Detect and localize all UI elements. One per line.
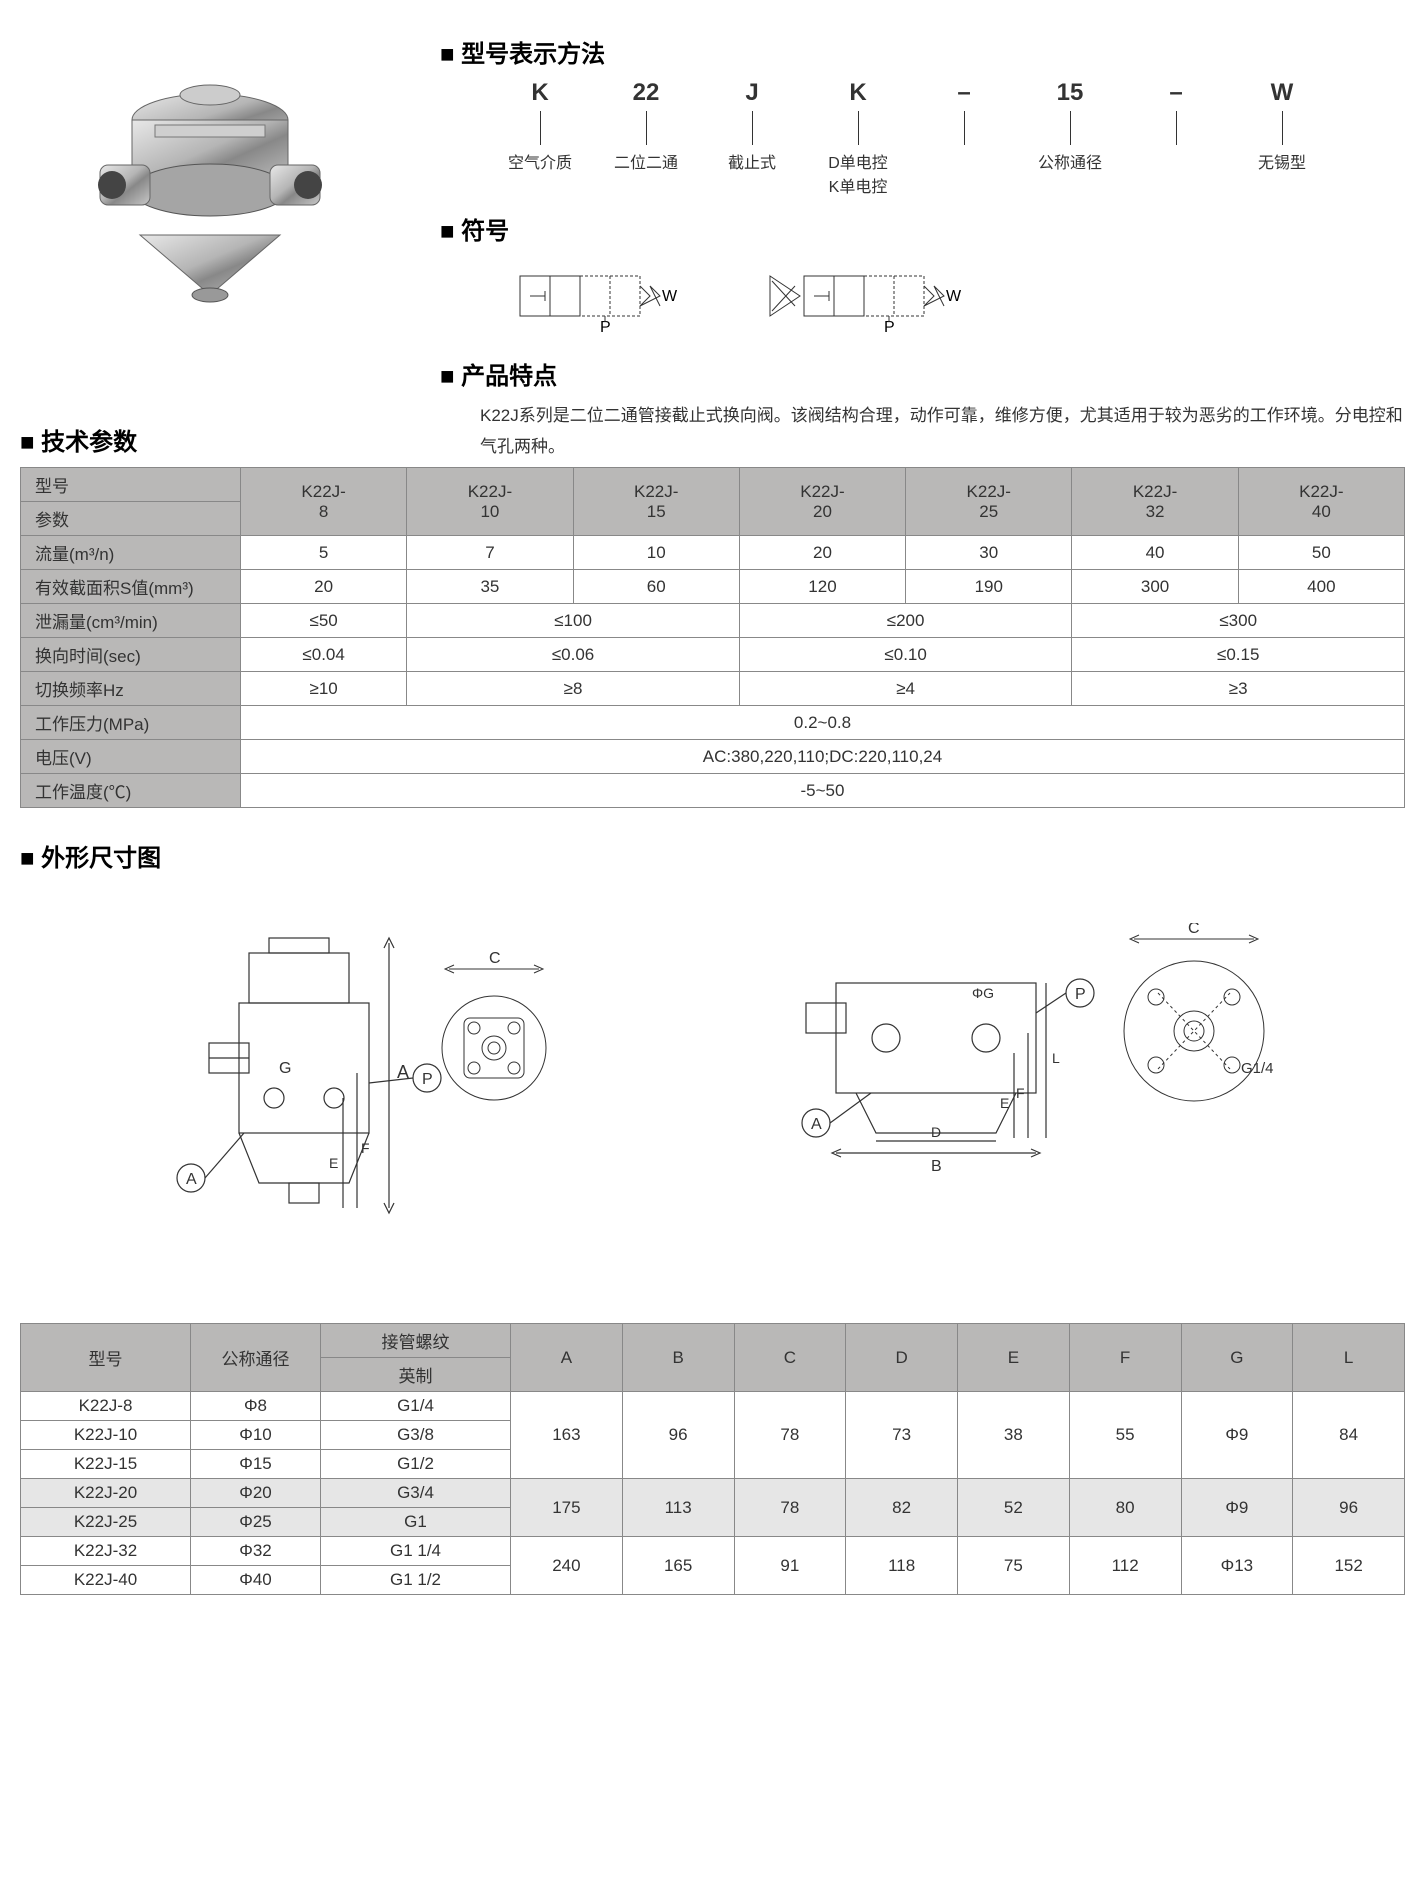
- section-feature: 产品特点: [440, 356, 1405, 391]
- dim-table: 型号公称通径接管螺纹ABCDEFGL英制K22J-8Φ8G1/416396787…: [20, 1323, 1405, 1595]
- svg-text:L: L: [1052, 1050, 1060, 1066]
- svg-text:ΦG: ΦG: [972, 985, 994, 1001]
- svg-text:G1/4: G1/4: [1241, 1060, 1274, 1077]
- model-code-desc: 公称通径: [1030, 149, 1110, 173]
- product-photo: [20, 20, 400, 340]
- svg-text:A: A: [186, 1171, 197, 1188]
- svg-text:B: B: [931, 1158, 942, 1175]
- model-code-char: 15: [1030, 79, 1110, 107]
- model-code-char: J: [712, 79, 792, 107]
- svg-text:F: F: [361, 1140, 370, 1156]
- svg-text:F: F: [1016, 1085, 1025, 1101]
- model-code-char: K: [500, 79, 580, 107]
- svg-text:W: W: [946, 288, 962, 305]
- svg-text:A: A: [811, 1116, 822, 1133]
- model-code-char: K: [818, 79, 898, 107]
- svg-text:W: W: [662, 288, 678, 305]
- section-dims: 外形尺寸图: [20, 838, 1405, 873]
- model-code-char: –: [1136, 79, 1216, 107]
- section-model-method: 型号表示方法: [440, 34, 1405, 69]
- model-code-char: W: [1242, 79, 1322, 107]
- svg-text:C: C: [489, 950, 501, 967]
- dimension-drawings: A A P G F E C B D A: [20, 923, 1405, 1253]
- svg-text:G: G: [279, 1060, 291, 1077]
- svg-text:C: C: [1188, 923, 1200, 937]
- section-symbol: 符号: [440, 211, 1405, 246]
- model-code-desc: 二位二通: [606, 149, 686, 173]
- model-code-desc: 空气介质: [500, 149, 580, 173]
- symbol-diagrams: W P W P: [500, 266, 1405, 336]
- feature-text: K22J系列是二位二通管接截止式换向阀。该阀结构合理，动作可靠，维修方便，尤其适…: [480, 401, 1405, 462]
- model-code-char: –: [924, 79, 1004, 107]
- spec-table: 型号K22J- 8K22J- 10K22J- 15K22J- 20K22J- 2…: [20, 467, 1405, 808]
- model-code-desc: 截止式: [712, 149, 792, 173]
- svg-text:P: P: [1075, 986, 1086, 1003]
- model-code-desc: 无锡型: [1242, 149, 1322, 173]
- model-code-row: K 空气介质22 二位二通J 截止式K D单电控 K单电控– 15 公称通径– …: [500, 79, 1405, 197]
- svg-text:P: P: [422, 1071, 433, 1088]
- model-code-char: 22: [606, 79, 686, 107]
- svg-text:E: E: [1000, 1095, 1009, 1111]
- svg-text:D: D: [931, 1124, 941, 1140]
- svg-text:E: E: [329, 1155, 338, 1171]
- model-code-desc: D单电控 K单电控: [818, 149, 898, 197]
